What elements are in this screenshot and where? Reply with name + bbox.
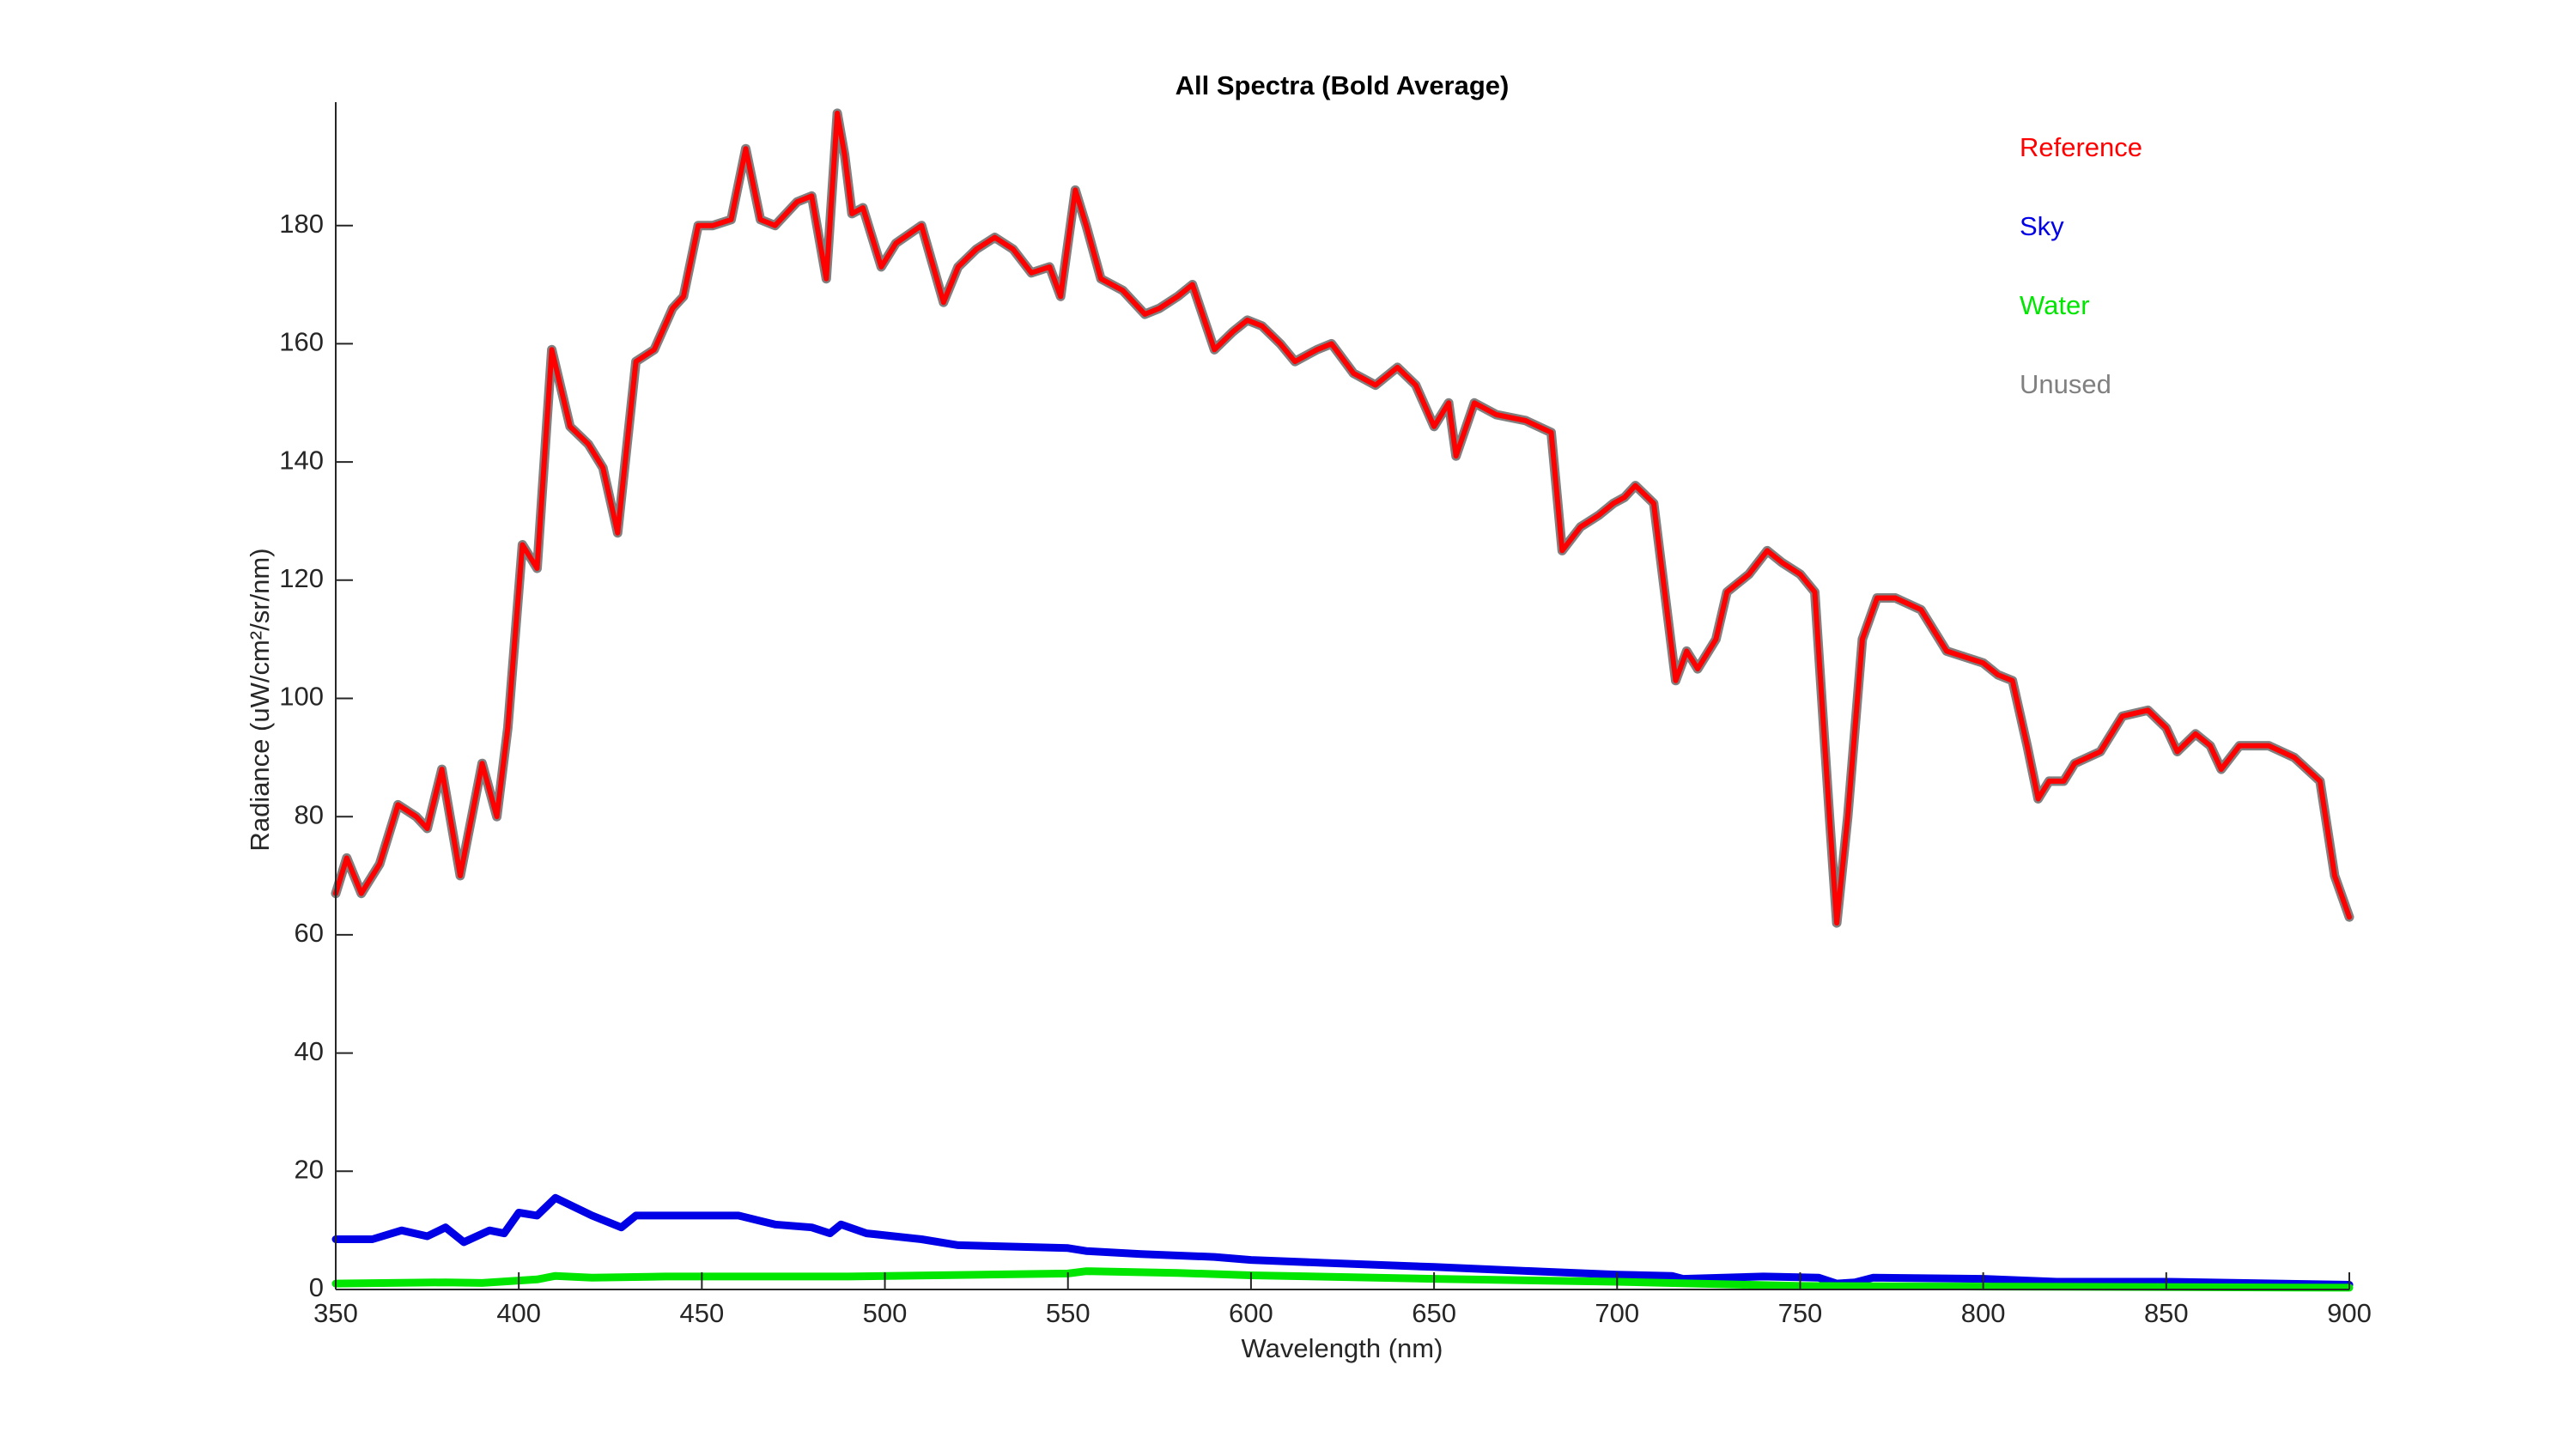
legend-entry: Water [2020,290,2090,320]
x-tick-label: 600 [1229,1298,1273,1328]
y-tick-label: 140 [279,445,324,475]
x-tick-label: 550 [1046,1298,1091,1328]
x-tick-label: 350 [313,1298,358,1328]
y-tick-label: 100 [279,682,324,712]
series-line [333,110,2352,926]
series-line [331,1193,2354,1289]
x-tick-label: 900 [2327,1298,2372,1328]
y-axis-label: Radiance (uW/cm²/sr/nm) [245,548,275,851]
y-tick-label: 160 [279,327,324,357]
y-tick-label: 40 [295,1036,324,1066]
y-tick-label: 0 [309,1272,324,1302]
y-tick-label: 120 [279,563,324,593]
legend-entry: Unused [2020,369,2111,399]
y-tick-label: 80 [295,799,324,829]
x-tick-label: 750 [1778,1298,1823,1328]
x-tick-label: 700 [1595,1298,1639,1328]
y-tick-label: 60 [295,918,324,948]
x-tick-label: 450 [679,1298,724,1328]
x-tick-label: 800 [1961,1298,2006,1328]
series-line [331,1267,2354,1292]
y-tick-label: 180 [279,209,324,239]
legend-entry: Reference [2020,132,2142,162]
legend-entry: Sky [2020,211,2064,241]
y-tick-label: 20 [295,1154,324,1184]
x-tick-label: 850 [2144,1298,2189,1328]
chart-title: All Spectra (Bold Average) [1176,70,1510,100]
x-axis-label: Wavelength (nm) [1242,1333,1443,1363]
x-tick-label: 500 [863,1298,908,1328]
x-tick-label: 400 [496,1298,541,1328]
x-tick-label: 650 [1412,1298,1456,1328]
